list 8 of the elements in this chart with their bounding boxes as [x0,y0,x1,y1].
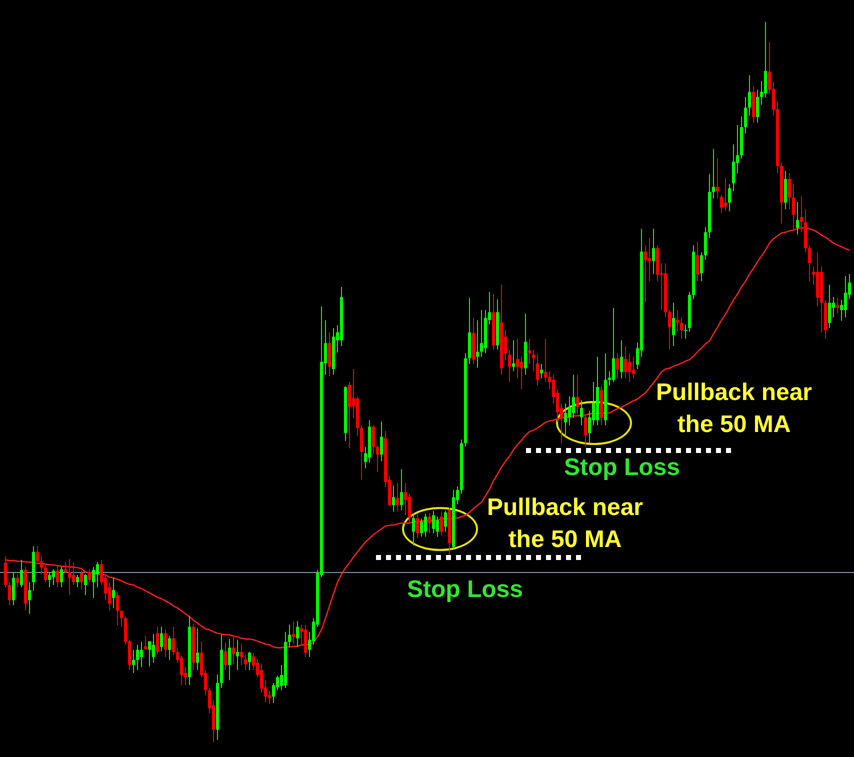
annotation: Pullback near the 50 MA [486,493,644,555]
candlestick [684,324,687,339]
candlestick [716,158,719,198]
candlestick [648,238,651,282]
ref-line-label: Stop Loss [562,454,681,482]
candlestick [712,148,715,198]
ref-line-label: Stop Loss [406,576,524,604]
annotation: Pullback near the 50 MA [654,378,814,440]
